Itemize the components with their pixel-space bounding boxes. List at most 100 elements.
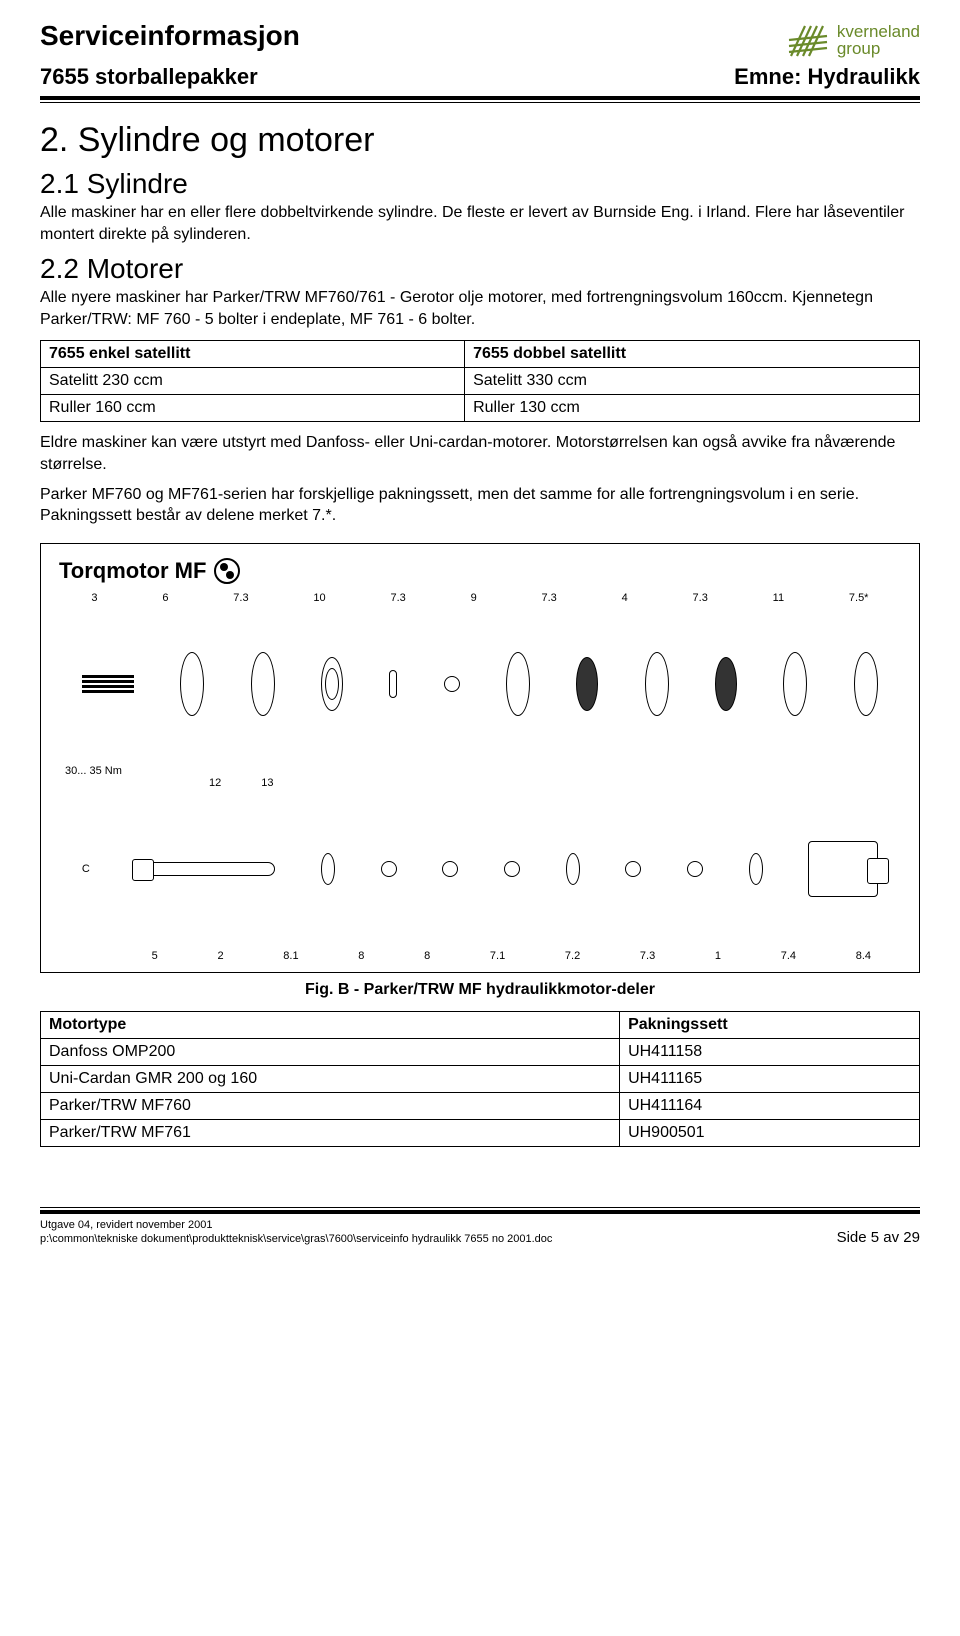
table-cell: Satelitt 230 ccm [41, 368, 465, 395]
part-label: 2 [217, 950, 223, 962]
table-row: Parker/TRW MF760 UH411164 [41, 1092, 920, 1119]
footer-content: Utgave 04, revidert november 2001 p:\com… [40, 1210, 920, 1247]
table-cell: Satelitt 330 ccm [465, 368, 920, 395]
bottom-shape-row: C [59, 789, 901, 950]
part-shape [749, 853, 763, 885]
table-cell: UH411164 [620, 1092, 920, 1119]
part-label: 7.3 [693, 592, 708, 604]
table-cell: UH411165 [620, 1065, 920, 1092]
table-cell: Uni-Cardan GMR 200 og 160 [41, 1065, 620, 1092]
page-footer: Utgave 04, revidert november 2001 p:\com… [40, 1207, 920, 1247]
table-header-left: 7655 enkel satellitt [41, 341, 465, 368]
logo-icon [787, 20, 831, 60]
part-label: 7.2 [565, 950, 580, 962]
part-shape [506, 652, 530, 716]
shaft-shape [135, 862, 275, 876]
part-label: 7.3 [542, 592, 557, 604]
part-label: 8.4 [856, 950, 871, 962]
bottom-labels: . 5 2 8.1 8 8 7.1 7.2 7.3 1 7.4 8.4 [59, 950, 901, 962]
part-shape [251, 652, 275, 716]
table-row: Ruller 160 ccm Ruller 130 ccm [41, 395, 920, 422]
part-label: 8 [424, 950, 430, 962]
subsection-2-2: 2.2 Motorer [40, 253, 920, 285]
part-label: 7.3 [640, 950, 655, 962]
header-left-block: Serviceinformasjon [40, 20, 300, 58]
header-divider-thin [40, 102, 920, 103]
motor-housing-shape [808, 841, 878, 897]
figure-title-text: Torqmotor MF [59, 558, 206, 584]
part-shape [854, 652, 878, 716]
part-label: 4 [622, 592, 628, 604]
part-label: 6 [162, 592, 168, 604]
part-label: 3 [91, 592, 97, 604]
part-shape [389, 670, 397, 698]
exploded-diagram: 3 6 7.3 10 7.3 9 7.3 4 7.3 11 7.5* [59, 592, 901, 962]
figure-body: 3 6 7.3 10 7.3 9 7.3 4 7.3 11 7.5* [59, 592, 901, 962]
footer-left: Utgave 04, revidert november 2001 p:\com… [40, 1218, 552, 1247]
sub1-paragraph: Alle maskiner har en eller flere dobbelt… [40, 202, 920, 245]
part-shape [381, 861, 397, 877]
subtitle-left: 7655 storballepakker [40, 64, 258, 90]
part-shape [444, 676, 460, 692]
part-label: 7.4 [781, 950, 796, 962]
part-label: 7.5* [849, 592, 869, 604]
footer-path: p:\common\tekniske dokument\produkttekni… [40, 1232, 552, 1246]
part-label: 13 [261, 777, 273, 789]
part-shape [625, 861, 641, 877]
table-header-right: Pakningssett [620, 1011, 920, 1038]
part-shape [576, 657, 598, 711]
part-label: 8.1 [283, 950, 298, 962]
top-labels: 3 6 7.3 10 7.3 9 7.3 4 7.3 11 7.5* [59, 592, 901, 604]
part-label: 9 [471, 592, 477, 604]
table-cell: Ruller 160 ccm [41, 395, 465, 422]
part-label: 7.3 [390, 592, 405, 604]
part-shape [566, 853, 580, 885]
satellite-table: 7655 enkel satellitt 7655 dobbel satelli… [40, 340, 920, 422]
logo-line1: kverneland [837, 23, 920, 40]
sub2-paragraph-1: Alle nyere maskiner har Parker/TRW MF760… [40, 287, 920, 330]
part-label: 12 [209, 777, 221, 789]
table-cell: UH411158 [620, 1038, 920, 1065]
table-cell: Parker/TRW MF761 [41, 1119, 620, 1146]
logo-line2: group [837, 40, 920, 57]
part-shape [321, 853, 335, 885]
table-row: Uni-Cardan GMR 200 og 160 UH411165 [41, 1065, 920, 1092]
subtitle-right: Emne: Hydraulikk [734, 64, 920, 90]
logo-text: kverneland group [837, 23, 920, 57]
figure-container: Torqmotor MF 3 6 7.3 10 7.3 9 7.3 4 7.3 … [40, 543, 920, 973]
part-shape [442, 861, 458, 877]
torqmotor-icon [214, 558, 240, 584]
part-label: 8 [358, 950, 364, 962]
part-label: 10 [313, 592, 325, 604]
company-logo: kverneland group [787, 20, 920, 60]
part-label: 7.3 [233, 592, 248, 604]
bolt-stack [82, 675, 134, 693]
shaft-label: C [82, 863, 90, 875]
table-cell: Ruller 130 ccm [465, 395, 920, 422]
page-header: Serviceinformasjon kverneland group [40, 20, 920, 60]
after-table-paragraph-2: Parker MF760 og MF761-serien har forskje… [40, 484, 920, 527]
header-divider-thick [40, 96, 920, 100]
table-row: Danfoss OMP200 UH411158 [41, 1038, 920, 1065]
table-cell: Parker/TRW MF760 [41, 1092, 620, 1119]
part-shape [715, 657, 737, 711]
part-label: 11 [773, 592, 784, 604]
part-shape [687, 861, 703, 877]
figure-caption: Fig. B - Parker/TRW MF hydraulikkmotor-d… [40, 981, 920, 999]
part-shape [783, 652, 807, 716]
table-row: Parker/TRW MF761 UH900501 [41, 1119, 920, 1146]
footer-revision: Utgave 04, revidert november 2001 [40, 1218, 552, 1232]
mid-labels: 12 13 [59, 777, 901, 789]
part-shape [180, 652, 204, 716]
footer-page-number: Side 5 av 29 [837, 1229, 920, 1246]
table-row: Satelitt 230 ccm Satelitt 330 ccm [41, 368, 920, 395]
gerotor-shape [321, 657, 343, 711]
table-header-right: 7655 dobbel satellitt [465, 341, 920, 368]
top-shape-row [59, 604, 901, 765]
table-header-left: Motortype [41, 1011, 620, 1038]
part-label: 5 [152, 950, 158, 962]
table-row: 7655 enkel satellitt 7655 dobbel satelli… [41, 341, 920, 368]
subsection-2-1: 2.1 Sylindre [40, 168, 920, 200]
table-cell: Danfoss OMP200 [41, 1038, 620, 1065]
after-table-paragraph-1: Eldre maskiner kan være utstyrt med Danf… [40, 432, 920, 475]
